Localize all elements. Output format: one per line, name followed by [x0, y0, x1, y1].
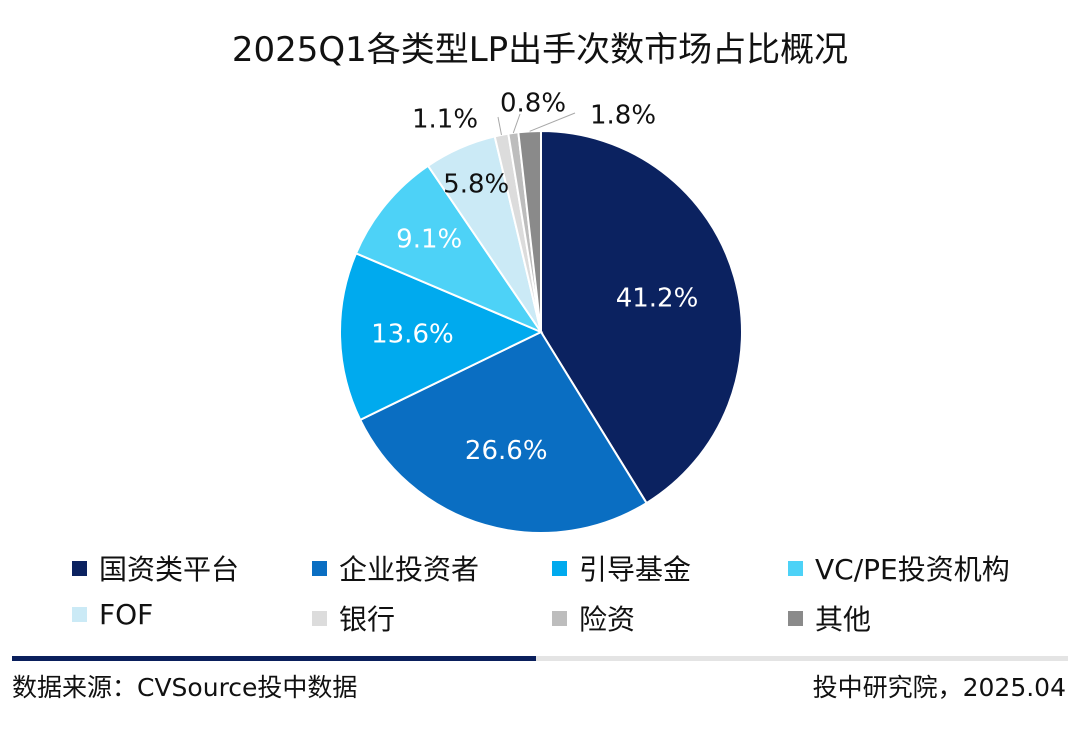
- chart-title: 2025Q1各类型LP出手次数市场占比概况: [231, 30, 849, 70]
- data-labels: 41.2% 26.6% 13.6% 9.1% 5.8% 1.1% 0.8% 1.8%: [371, 89, 698, 467]
- leader-lines: [497, 112, 576, 136]
- pie-slice-1: [358, 330, 648, 534]
- legend-item-insurance: 险资: [552, 598, 635, 638]
- legend-item-guidance-fund: 引导基金: [552, 548, 691, 588]
- legend-swatch: [72, 607, 87, 622]
- pie-slice-2: [339, 252, 544, 422]
- legend-swatch: [552, 610, 567, 626]
- legend-label: VC/PE投资机构: [815, 553, 1010, 586]
- publisher: 投中研究院，2025.04: [812, 673, 1066, 702]
- legend-swatch: [72, 560, 87, 576]
- footer-divider: [536, 656, 1068, 661]
- legend-label: 国资类平台: [99, 553, 240, 586]
- data-label-7: 1.8%: [590, 101, 656, 131]
- data-label-1: 26.6%: [465, 436, 548, 466]
- legend-item-vcpe: VC/PE投资机构: [788, 548, 1010, 588]
- pie-slice-0: [540, 129, 743, 505]
- data-label-3: 9.1%: [396, 225, 462, 255]
- data-source: 数据来源：CVSource投中数据: [12, 673, 358, 702]
- legend-label: 企业投资者: [339, 553, 480, 586]
- data-label-0: 41.2%: [616, 284, 699, 314]
- data-label-4: 5.8%: [443, 169, 509, 199]
- legend-swatch: [552, 560, 567, 576]
- legend-label: 引导基金: [579, 553, 692, 586]
- data-label-2: 13.6%: [371, 320, 454, 350]
- pie-chart: 41.2% 26.6% 13.6% 9.1% 5.8% 1.1% 0.8% 1.8%: [339, 89, 743, 534]
- legend-item-state-platform: 国资类平台: [72, 548, 239, 588]
- legend-label: 其他: [815, 603, 872, 636]
- leader-line-7: [529, 112, 576, 132]
- pie-slices: [339, 129, 743, 534]
- legend-label: FOF: [99, 598, 154, 631]
- pie-slice-3: [354, 164, 544, 335]
- legend-swatch: [788, 610, 803, 626]
- legend-label: 银行: [339, 603, 396, 636]
- legend-item-fof: FOF: [72, 598, 153, 631]
- footer-divider-accent: [12, 656, 536, 661]
- legend-swatch: [788, 560, 803, 576]
- leader-line-6: [512, 113, 521, 134]
- data-label-5: 1.1%: [412, 105, 478, 135]
- data-label-6: 0.8%: [500, 89, 566, 119]
- legend: 国资类平台 企业投资者 引导基金 VC/PE投资机构 FOF 银行 险资 其他: [0, 548, 1080, 648]
- legend-item-corporate-investor: 企业投资者: [312, 548, 479, 588]
- legend-item-other: 其他: [788, 598, 871, 638]
- legend-label: 险资: [579, 603, 636, 636]
- legend-item-bank: 银行: [312, 598, 395, 638]
- leader-line-5: [497, 116, 502, 136]
- legend-swatch: [312, 560, 327, 576]
- legend-swatch: [312, 610, 327, 626]
